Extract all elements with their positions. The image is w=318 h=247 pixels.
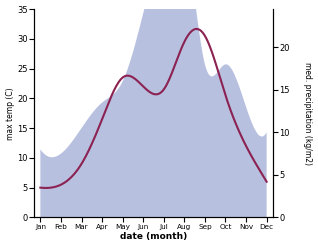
Y-axis label: max temp (C): max temp (C) [5, 87, 15, 140]
X-axis label: date (month): date (month) [120, 232, 187, 242]
Y-axis label: med. precipitation (kg/m2): med. precipitation (kg/m2) [303, 62, 313, 165]
